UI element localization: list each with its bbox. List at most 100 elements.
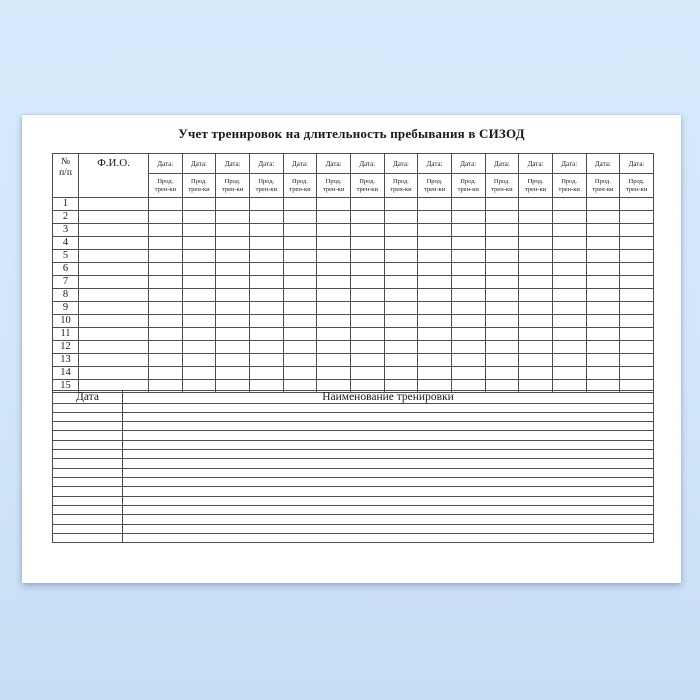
document-title: Учет тренировок на длительность пребыван… [178, 126, 525, 141]
log-date-cell [52, 486, 123, 497]
training-entry-cell [282, 288, 318, 302]
duration-header-cell: Прод. трен-ки [316, 173, 351, 198]
log-date-cell [52, 439, 123, 451]
training-entry-cell [215, 288, 250, 302]
fio-cell [78, 249, 149, 263]
log-row [52, 439, 654, 451]
training-entry-cell [383, 210, 419, 224]
fio-cell [78, 353, 149, 367]
training-entry-cell [148, 236, 183, 250]
training-entry-cell [148, 249, 183, 263]
log-name-cell [122, 514, 654, 525]
training-entry-cell [585, 262, 621, 276]
duration-header-cell: Прод. трен-ки [148, 173, 183, 198]
training-entry-cell [518, 340, 553, 354]
training-entry-cell [417, 366, 452, 380]
training-entry-cell [316, 223, 351, 237]
fio-cell [78, 275, 149, 289]
training-entry-cell [417, 197, 452, 211]
training-entry-cell [349, 327, 385, 341]
training-entry-cell [417, 236, 452, 250]
training-entry-cell [518, 236, 553, 250]
training-entry-cell [316, 288, 351, 302]
training-entry-cell [215, 210, 250, 224]
training-entry-cell [585, 366, 621, 380]
date-header-cell: Дата: [484, 153, 520, 174]
row-number-cell: 3 [52, 223, 79, 237]
training-entry-cell [484, 249, 520, 263]
duration-header-cell: Прод. трен-ки [349, 173, 385, 198]
fio-cell [78, 314, 149, 328]
training-entry-cell [349, 353, 385, 367]
date-header-cell: Дата: [450, 153, 486, 174]
training-entry-cell [585, 223, 621, 237]
training-entry-cell [383, 288, 419, 302]
training-entry-cell [215, 340, 250, 354]
training-entry-cell [383, 197, 419, 211]
training-entry-cell [282, 340, 318, 354]
training-entry-cell [215, 314, 250, 328]
training-entry-cell [619, 314, 654, 328]
training-entry-cell [518, 314, 553, 328]
training-row: 13 [52, 353, 654, 367]
duration-header-cell: Прод. трен-ки [619, 173, 654, 198]
fio-cell [78, 288, 149, 302]
training-table-body: 1 2 3 4 5 6 7 8 9 10 11 12 13 14 15 [52, 197, 654, 393]
training-entry-cell [282, 223, 318, 237]
training-row: 1 [52, 197, 654, 211]
training-entry-cell [518, 210, 553, 224]
training-entry-cell [619, 288, 654, 302]
log-name-cell [122, 439, 654, 451]
log-row [52, 486, 654, 497]
training-row: 7 [52, 275, 654, 289]
log-date-cell [52, 449, 123, 460]
date-header-cell: Дата: [551, 153, 587, 174]
training-row: 8 [52, 288, 654, 302]
row-number-cell: 12 [52, 340, 79, 354]
training-entry-cell [316, 353, 351, 367]
training-entry-cell [383, 327, 419, 341]
training-entry-cell [619, 223, 654, 237]
log-date-cell [52, 467, 123, 479]
training-entry-cell [215, 301, 250, 315]
training-row: 4 [52, 236, 654, 250]
log-name-cell [122, 430, 654, 441]
training-entry-cell [148, 197, 183, 211]
training-record-table: № п/п Ф.И.О. Дата: Дата: Дата: Дата: Дата: Да… [52, 153, 654, 393]
date-header-cell: Дата: [282, 153, 318, 174]
training-entry-cell [450, 249, 486, 263]
duration-header-cell: Прод. трен-ки [450, 173, 486, 198]
fio-cell [78, 340, 149, 354]
date-header-cell: Дата: [417, 153, 452, 174]
training-entry-cell [282, 314, 318, 328]
training-entry-cell [148, 340, 183, 354]
training-entry-cell [282, 275, 318, 289]
log-name-column-header: Наименование тренировки [122, 389, 654, 404]
training-entry-cell [484, 340, 520, 354]
training-entry-cell [316, 236, 351, 250]
training-entry-cell [551, 314, 587, 328]
training-entry-cell [181, 353, 217, 367]
training-entry-cell [585, 301, 621, 315]
row-number-cell: 8 [52, 288, 79, 302]
training-entry-cell [619, 236, 654, 250]
training-entry-cell [215, 327, 250, 341]
training-entry-cell [349, 210, 385, 224]
training-entry-cell [282, 353, 318, 367]
training-entry-cell [518, 301, 553, 315]
training-entry-cell [417, 353, 452, 367]
training-entry-cell [585, 314, 621, 328]
training-entry-cell [248, 223, 284, 237]
date-header-cell: Дата: [349, 153, 385, 174]
training-entry-cell [484, 353, 520, 367]
training-entry-cell [148, 301, 183, 315]
training-entry-cell [551, 197, 587, 211]
training-entry-cell [282, 197, 318, 211]
training-entry-cell [619, 366, 654, 380]
log-row [52, 458, 654, 469]
training-entry-cell [585, 236, 621, 250]
fio-cell [78, 366, 149, 380]
training-entry-cell [282, 236, 318, 250]
training-entry-cell [551, 275, 587, 289]
training-entry-cell [282, 249, 318, 263]
